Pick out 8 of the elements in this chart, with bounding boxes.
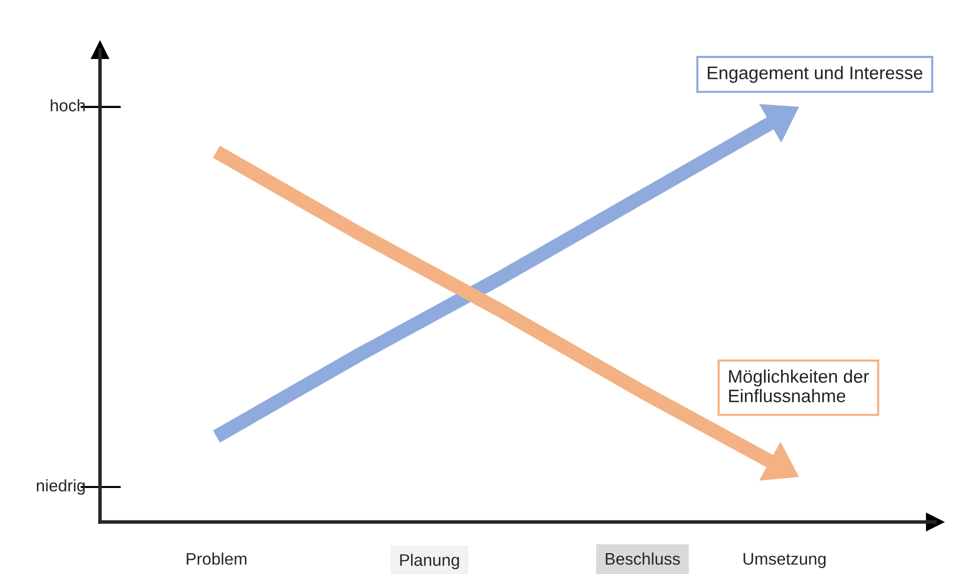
x-tick-label: Beschluss: [606, 552, 680, 565]
x-tick-label: Umsetzung: [744, 553, 826, 568]
series-label: Möglichkeiten der Einflussnahme: [729, 370, 869, 402]
text: Engagement und Interesse: [708, 66, 922, 83]
text: niedrig: [36, 479, 85, 495]
x-tick-label: Problem: [186, 552, 246, 565]
text: Planung: [400, 554, 459, 570]
text: hoch: [50, 99, 85, 112]
